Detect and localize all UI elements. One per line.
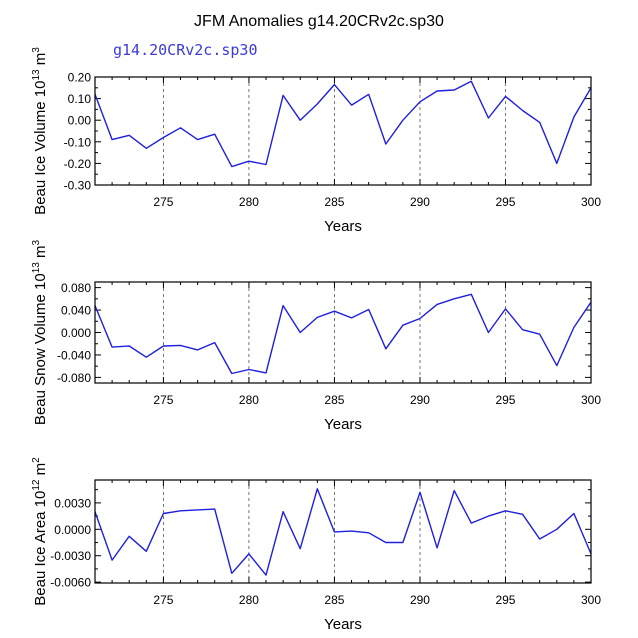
y-axis-title: Beau Ice Volume 1013 m3 xyxy=(31,47,49,215)
y-tick-label: 0.00 xyxy=(68,114,92,128)
figure-title: JFM Anomalies g14.20CRv2c.sp30 xyxy=(194,13,444,30)
panel-3: -0.0060 -0.0030 0.0000 0.0030 275 280 285 290 29… xyxy=(31,457,601,633)
y-tick-label: -0.10 xyxy=(64,135,92,149)
series-line xyxy=(94,293,592,375)
y-tick-label: -0.0030 xyxy=(50,549,91,563)
x-tick-label: 280 xyxy=(239,195,259,209)
x-tick-label: 290 xyxy=(410,593,430,607)
panel-2: -0.080 -0.040 0.000 0.040 0.080 275 280 285 290 2… xyxy=(31,239,601,433)
x-tick-label: 290 xyxy=(410,195,430,209)
series-line xyxy=(94,488,592,576)
x-tick-label: 275 xyxy=(153,593,173,607)
x-tick-label: 275 xyxy=(153,195,173,209)
x-tick-label: 300 xyxy=(581,593,601,607)
plot-frame xyxy=(94,76,592,186)
y-tick-label: -0.0060 xyxy=(50,576,91,590)
x-tick-label: 275 xyxy=(153,393,173,407)
legend-series-label: g14.20CRv2c.sp30 xyxy=(113,41,258,59)
y-tick-label: 0.0000 xyxy=(54,523,91,537)
x-tick-label: 300 xyxy=(581,195,601,209)
x-tick-label: 295 xyxy=(495,195,515,209)
y-tick-label: 0.000 xyxy=(61,326,91,340)
x-tick-label: 295 xyxy=(495,593,515,607)
y-axis-title: Beau Snow Volume 1013 m3 xyxy=(31,239,49,425)
series-line xyxy=(94,80,592,168)
y-tick-label: -0.040 xyxy=(57,348,91,362)
y-tick-label: 0.080 xyxy=(61,281,91,295)
plot-frame xyxy=(94,281,592,384)
x-tick-label: 290 xyxy=(410,393,430,407)
x-tick-label: 285 xyxy=(324,393,344,407)
y-tick-label: 0.040 xyxy=(61,304,91,318)
plot-frame xyxy=(94,479,592,584)
x-tick-label: 285 xyxy=(324,593,344,607)
chart-panels: -0.30 -0.20 -0.10 0.00 0.10 0.20 275 280 285 290 2… xyxy=(31,47,601,633)
x-tick-label: 295 xyxy=(495,393,515,407)
x-axis-title: Years xyxy=(324,416,362,433)
y-tick-label: 0.20 xyxy=(68,71,92,85)
y-tick-label: -0.20 xyxy=(64,157,92,171)
x-axis-title: Years xyxy=(324,616,362,633)
x-tick-label: 285 xyxy=(324,195,344,209)
x-axis-title: Years xyxy=(324,218,362,235)
x-tick-label: 280 xyxy=(239,393,259,407)
x-tick-label: 280 xyxy=(239,593,259,607)
x-tick-label: 300 xyxy=(581,393,601,407)
y-tick-label: -0.080 xyxy=(57,371,91,385)
y-tick-label: 0.0030 xyxy=(54,496,91,510)
y-axis-title: Beau Ice Area 1012 m2 xyxy=(31,457,49,606)
panel-1: -0.30 -0.20 -0.10 0.00 0.10 0.20 275 280 285 290 2… xyxy=(31,47,601,235)
y-tick-label: 0.10 xyxy=(68,92,92,106)
y-tick-label: -0.30 xyxy=(64,179,92,193)
